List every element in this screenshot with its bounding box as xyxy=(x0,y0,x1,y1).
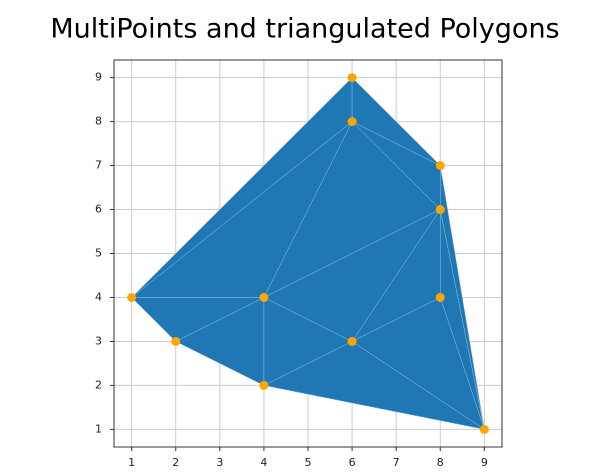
x-tick-label: 1 xyxy=(128,456,135,469)
x-tick-label: 9 xyxy=(481,456,488,469)
x-tick-label: 4 xyxy=(260,456,267,469)
y-tick-label: 1 xyxy=(95,422,102,435)
triangle xyxy=(263,341,485,430)
x-tick-label: 8 xyxy=(437,456,444,469)
point xyxy=(347,73,357,83)
x-tick-label: 5 xyxy=(305,456,312,469)
point xyxy=(259,292,269,302)
x-tick-label: 3 xyxy=(216,456,223,469)
x-tick-label: 7 xyxy=(393,456,400,469)
point xyxy=(435,161,445,171)
point xyxy=(435,292,445,302)
y-tick-label: 3 xyxy=(95,334,102,347)
x-tick-label: 2 xyxy=(172,456,179,469)
x-tick-label: 6 xyxy=(349,456,356,469)
y-tick-label: 7 xyxy=(95,159,102,172)
point xyxy=(347,336,357,346)
y-tick-label: 5 xyxy=(95,247,102,260)
y-tick-label: 4 xyxy=(95,290,102,303)
point xyxy=(435,205,445,215)
point xyxy=(127,292,137,302)
point xyxy=(479,424,489,434)
triangle xyxy=(440,165,485,430)
point xyxy=(259,380,269,390)
y-tick-label: 2 xyxy=(95,378,102,391)
y-tick-label: 8 xyxy=(95,115,102,128)
y-tick-label: 9 xyxy=(95,71,102,84)
y-tick-label: 6 xyxy=(95,203,102,216)
point xyxy=(347,117,357,127)
point xyxy=(171,336,181,346)
chart-title: MultiPoints and triangulated Polygons xyxy=(50,14,559,45)
plot-frame xyxy=(113,59,503,448)
